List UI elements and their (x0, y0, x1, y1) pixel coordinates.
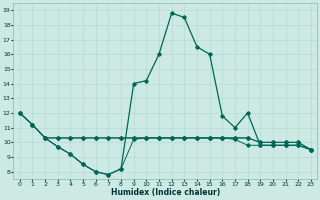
X-axis label: Humidex (Indice chaleur): Humidex (Indice chaleur) (111, 188, 220, 197)
